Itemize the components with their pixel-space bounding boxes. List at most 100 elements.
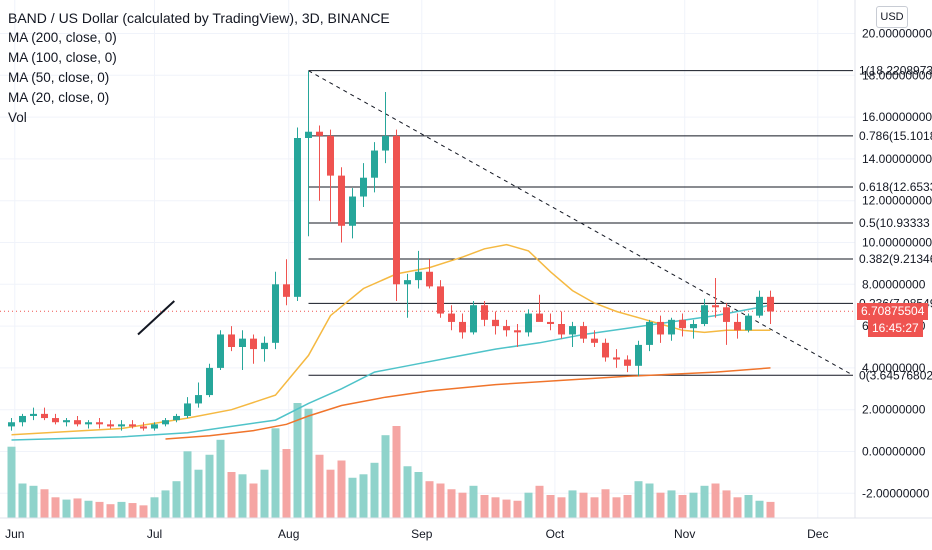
candle-body (349, 196, 356, 226)
fib-level-label: 0.382(9.21346 (859, 252, 932, 266)
volume-bar (678, 495, 687, 518)
price-tick-label: 18.00000000 (862, 68, 932, 82)
candle-body (492, 319, 499, 327)
currency-button[interactable]: USD (876, 6, 908, 28)
volume-bar (414, 472, 423, 518)
candle-body (96, 422, 103, 425)
legend-ma200[interactable]: MA (200, close, 0) (8, 30, 117, 45)
candle-body (360, 177, 367, 197)
candle-body (52, 418, 59, 423)
volume-bar (282, 449, 291, 518)
candle-body (679, 319, 686, 329)
candle-body (624, 359, 631, 366)
volume-bar (568, 490, 577, 518)
candle-body (668, 319, 675, 335)
candle-body (382, 135, 389, 151)
candle-body (580, 326, 587, 339)
candle-body (503, 326, 510, 331)
candlesticks (8, 71, 774, 431)
volume-bar (249, 483, 258, 518)
volume-bar (304, 408, 313, 518)
symbol-title[interactable]: BAND / US Dollar (calculated by TradingV… (8, 10, 390, 26)
price-tick-label: 20.00000000 (862, 27, 932, 41)
candle-body (85, 422, 92, 425)
price-tick-label: 0.00000000 (862, 445, 926, 459)
candle-body (195, 395, 202, 404)
volume-bar (293, 403, 302, 518)
last-price-label: 6.70875504 (857, 303, 929, 321)
candle-body (767, 296, 774, 312)
volume-bar (95, 501, 104, 518)
volume-bar (18, 483, 27, 518)
candle-body (63, 420, 70, 423)
candle-body (151, 424, 158, 429)
legend-ma100[interactable]: MA (100, close, 0) (8, 50, 117, 65)
trend-line-drawing (137, 300, 175, 336)
fib-level-label: 0.618(12.6533 (859, 180, 932, 194)
volume-bar (359, 474, 368, 518)
volume-bar (62, 499, 71, 518)
candle-body (734, 321, 741, 331)
candle-body (547, 321, 554, 325)
volume-bar (524, 492, 533, 518)
time-tick-label: Jun (5, 527, 24, 541)
candle-body (558, 324, 565, 335)
time-tick-label: Jul (147, 527, 162, 541)
candle-body (459, 321, 466, 333)
legend-volume[interactable]: Vol (8, 110, 27, 125)
candle-body (712, 305, 719, 308)
volume-bar (326, 469, 335, 518)
candle-body (19, 415, 26, 423)
candle-body (140, 426, 147, 429)
candle-body (481, 305, 488, 320)
volume-bar (172, 481, 181, 518)
volume-bar (194, 469, 203, 518)
volume-bar (502, 499, 511, 518)
volume-bar (84, 500, 93, 518)
volume-bar (579, 492, 588, 518)
volume-bar (601, 489, 610, 518)
candle-body (173, 415, 180, 421)
volume-bar (546, 495, 555, 518)
legend-ma50[interactable]: MA (50, close, 0) (8, 70, 110, 85)
volume-bar (150, 497, 159, 518)
time-axis[interactable]: JunJulAugSepOctNovDec2021 (0, 517, 932, 541)
volume-bar (51, 497, 60, 518)
candle-body (272, 284, 279, 343)
price-tick-label: -2.00000000 (862, 486, 930, 500)
volume-bar (403, 466, 412, 518)
candle-body (470, 305, 477, 333)
candle-body (107, 424, 114, 427)
candle-body (129, 424, 136, 427)
volume-bar (392, 426, 401, 518)
legend-ma20[interactable]: MA (20, close, 0) (8, 90, 110, 105)
fib-level-label: 0.5(10.93333 (859, 216, 930, 230)
price-axis[interactable]: -2.00000000 0.00000000 2.00000000 4.0000000… (854, 0, 932, 518)
candle-body (261, 342, 268, 350)
fibonacci-retracement[interactable]: 1(18.2208973 0.786(15.1018 0.618(12.6533 0.… (308, 64, 932, 383)
volume-bar (645, 483, 654, 518)
volume-bar (425, 481, 434, 518)
volume-bar (7, 446, 16, 518)
candle-body (118, 424, 125, 427)
candle-body (602, 342, 609, 358)
volume-bar (106, 504, 115, 518)
ma-line (11, 304, 771, 441)
candle-body (591, 338, 598, 343)
volume-bar (238, 474, 247, 518)
candle-body (74, 420, 81, 425)
candle-body (437, 286, 444, 314)
volume-bar (612, 497, 621, 518)
candle-body (756, 296, 763, 316)
volume-bar (700, 485, 709, 518)
volume-bar (755, 500, 764, 518)
volume-bar (469, 485, 478, 518)
volume-bar (260, 469, 269, 518)
volume-bar (117, 501, 126, 518)
candle-body (8, 422, 15, 427)
volume-bar (689, 492, 698, 518)
drawing-tools[interactable] (137, 300, 175, 336)
candle-body (206, 367, 213, 396)
chart-legend: BAND / US Dollar (calculated by TradingV… (8, 8, 390, 128)
